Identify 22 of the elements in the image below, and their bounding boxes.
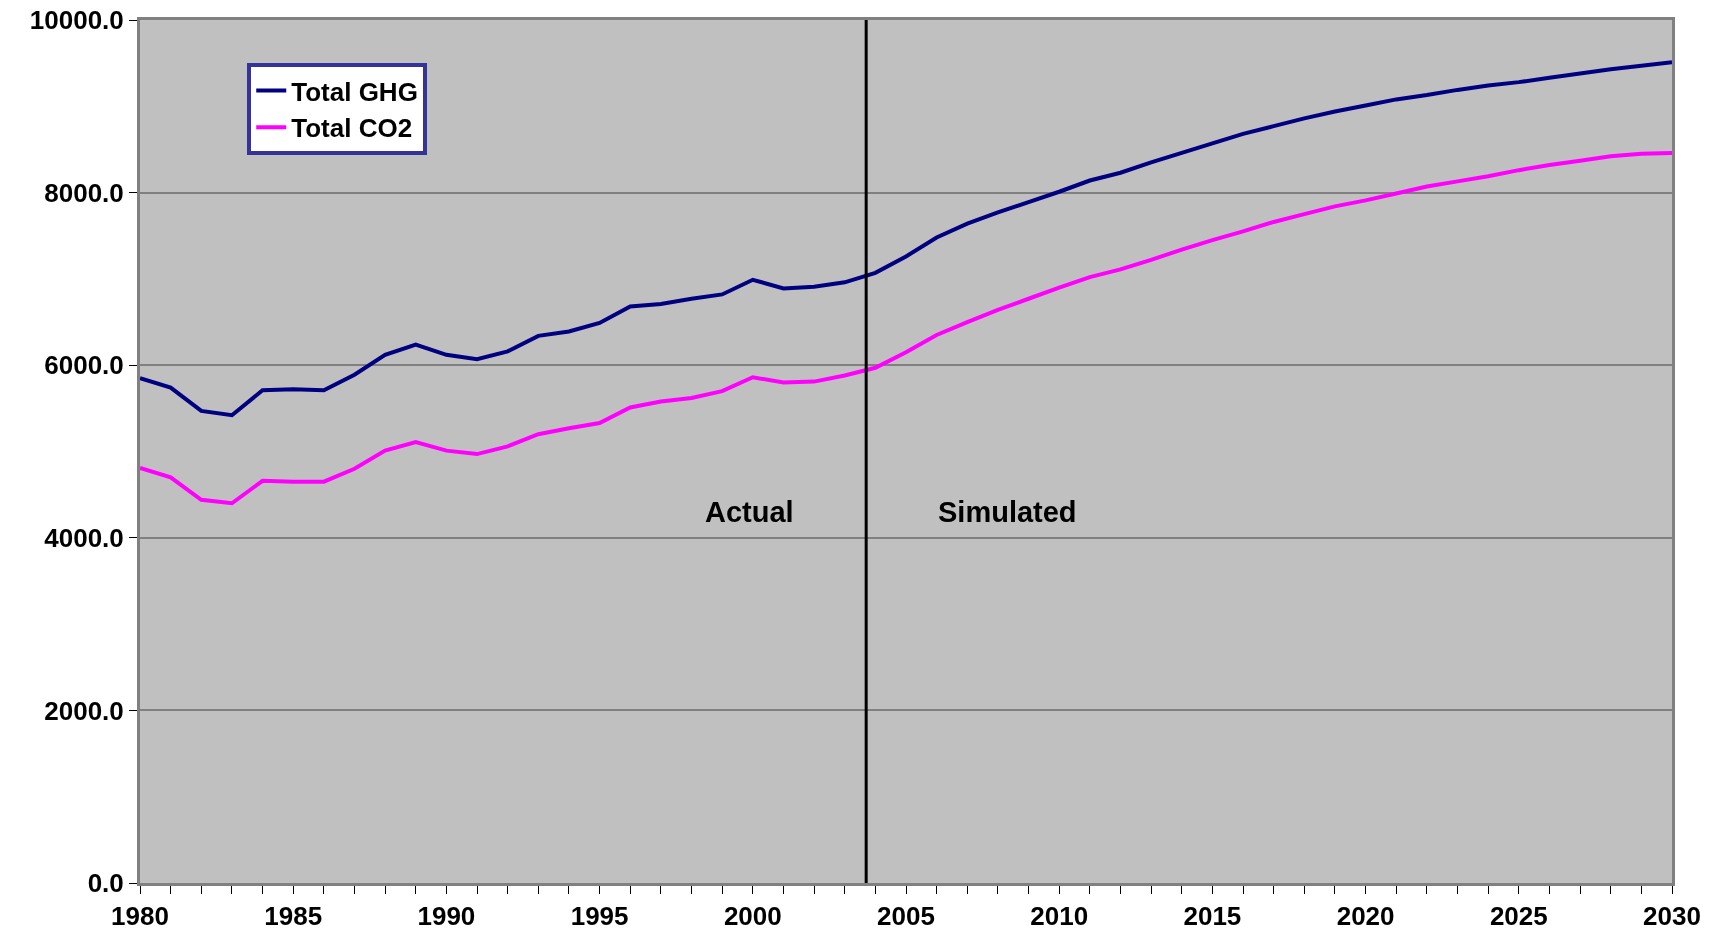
x-tick-label: 2025 xyxy=(1489,901,1548,932)
x-tick-label: 1995 xyxy=(570,901,629,932)
y-tick-label: 2000.0 xyxy=(44,695,124,726)
legend-label: Total CO2 xyxy=(291,113,413,144)
line-series xyxy=(140,60,1672,418)
y-tick-label: 8000.0 xyxy=(44,177,124,208)
x-tick-label: 1985 xyxy=(264,901,323,932)
legend-label: Total GHG xyxy=(291,76,418,107)
x-tick-label: 2000 xyxy=(723,901,782,932)
annotation: Actual xyxy=(705,496,794,528)
x-tick-label: 2030 xyxy=(1643,901,1701,932)
x-tick-label: 1990 xyxy=(417,901,476,932)
y-tick-label: 4000.0 xyxy=(44,522,124,553)
x-tick-label: 2005 xyxy=(877,901,935,932)
y-tick-label: 6000.0 xyxy=(44,350,124,381)
y-tick-label: 0.0 xyxy=(87,868,124,899)
x-tick-label: 2010 xyxy=(1030,901,1089,932)
x-tick-label: 1980 xyxy=(111,901,169,932)
annotation: Simulated xyxy=(938,496,1077,528)
y-tick-label: 10000.0 xyxy=(29,5,124,36)
x-tick-label: 2015 xyxy=(1183,901,1242,932)
x-tick-label: 2020 xyxy=(1336,901,1395,932)
